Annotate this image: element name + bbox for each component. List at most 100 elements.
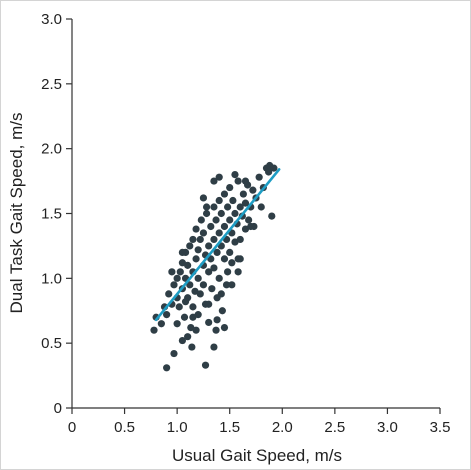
scatter-point	[168, 268, 176, 276]
scatter-point	[220, 255, 229, 263]
x-tick-label: 0	[68, 419, 76, 436]
scatter-point	[210, 235, 218, 244]
scatter-point	[184, 333, 192, 341]
scatter-point	[199, 281, 208, 289]
scatter-point	[186, 281, 194, 289]
scatter-point	[205, 300, 213, 308]
scatter-point	[210, 203, 218, 211]
scatter-point	[202, 209, 211, 218]
y-tick-label: 0.5	[41, 335, 62, 352]
scatter-point	[189, 303, 197, 311]
scatter-point	[197, 216, 205, 224]
scatter-point	[175, 303, 183, 311]
scatter-point	[173, 320, 181, 328]
scatter-point	[205, 318, 213, 327]
y-tick-label: 1.5	[41, 206, 62, 223]
scatter-point	[202, 203, 211, 211]
x-tick-label: 3.0	[377, 419, 398, 436]
scatter-point	[220, 190, 229, 198]
scatter-point	[215, 274, 223, 282]
scatter-point	[215, 229, 223, 237]
scatter-point	[255, 173, 263, 181]
x-tick-label: 3.5	[430, 419, 451, 436]
scatter-point	[241, 177, 250, 185]
scatter-point	[207, 222, 215, 231]
y-tick-label: 1.0	[41, 270, 62, 287]
scatter-point	[224, 268, 232, 276]
scatter-point	[257, 203, 265, 211]
scatter-point	[163, 311, 171, 319]
scatter-point	[215, 196, 223, 205]
scatter-point	[270, 164, 278, 172]
scatter-point	[228, 281, 236, 289]
scatter-point	[247, 222, 255, 231]
x-tick-label: 1.0	[167, 419, 188, 436]
scatter-point	[170, 281, 178, 289]
scatter-point	[213, 248, 221, 256]
scatter-point	[189, 313, 197, 321]
scatter-point	[189, 235, 197, 244]
scatter-point	[231, 171, 239, 179]
y-tick-label: 0	[54, 400, 62, 417]
fit-line-group	[154, 168, 281, 322]
scatter-point	[178, 248, 186, 256]
scatter-point	[234, 177, 242, 185]
scatter-point	[176, 268, 184, 276]
y-tick-label: 3.0	[41, 11, 62, 28]
scatter-point	[226, 248, 234, 256]
x-tick-label: 2.0	[272, 419, 293, 436]
scatter-point	[265, 168, 273, 176]
scatter-point	[210, 177, 218, 185]
scatter-point	[196, 235, 204, 244]
scatter-point	[181, 298, 190, 306]
scatter-point	[220, 222, 229, 231]
scatter-point	[199, 229, 208, 237]
scatter-point	[212, 326, 220, 334]
scatter-point	[208, 285, 216, 293]
scatter-point	[186, 242, 194, 250]
scatter-point	[194, 274, 202, 282]
scatter-point	[228, 259, 236, 267]
scatter-point	[163, 364, 171, 372]
y-tick-label: 2.5	[41, 76, 62, 93]
x-tick-label: 2.5	[324, 419, 345, 436]
scatter-point	[205, 268, 213, 276]
scatter-point	[241, 199, 250, 207]
scatter-point	[184, 261, 192, 269]
scatter-point	[192, 225, 200, 233]
regression-line	[154, 168, 281, 322]
scatter-point	[173, 274, 181, 282]
scatter-point	[222, 281, 231, 289]
scatter-point	[205, 242, 213, 250]
scatter-point	[196, 290, 204, 298]
scatter-point	[236, 255, 244, 263]
x-tick-label: 0.5	[114, 419, 135, 436]
scatter-point	[199, 194, 208, 202]
scatter-point	[220, 324, 229, 332]
scatter-point	[231, 209, 239, 218]
axes: 0 0.5 1.0 1.5 2.0 2.5 3.0 3.5 0 0.5 1.0 1.5 2.0 2.5 3.…	[41, 11, 450, 436]
scatter-point	[150, 326, 158, 334]
scatter-point	[213, 316, 221, 324]
scatter-point	[170, 349, 178, 358]
scatter-point	[268, 212, 276, 220]
scatter-point	[192, 326, 200, 334]
scatter-point	[236, 235, 244, 244]
scatter-point	[217, 209, 225, 218]
scatter-point	[239, 190, 247, 198]
scatter-point	[236, 203, 244, 211]
scatter-point	[217, 290, 225, 298]
scatter-point	[215, 173, 223, 181]
scatter-point	[224, 203, 232, 211]
scatter-point	[201, 361, 210, 369]
scatter-point	[178, 336, 186, 345]
y-axis-title: Dual Task Gait Speed, m/s	[7, 113, 26, 314]
scatter-point	[229, 196, 237, 205]
scatter-point	[188, 343, 196, 351]
scatter-point	[212, 216, 220, 224]
scatter-point	[226, 216, 234, 224]
scatter-point	[194, 246, 202, 254]
x-axis-title: Usual Gait Speed, m/s	[172, 446, 342, 465]
scatter-point	[180, 313, 189, 321]
scatter-point	[165, 290, 173, 298]
